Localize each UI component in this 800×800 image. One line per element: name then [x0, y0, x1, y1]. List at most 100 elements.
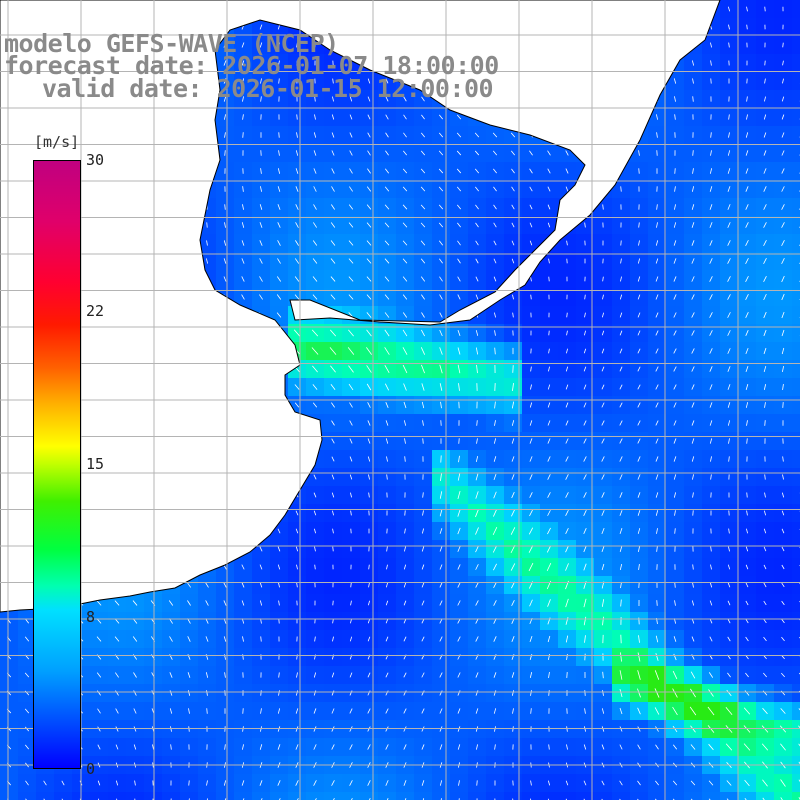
wind-arrow [277, 708, 281, 714]
wind-arrow [61, 798, 63, 800]
field-cell [450, 792, 468, 800]
wind-arrow [691, 402, 695, 408]
wind-arrow [565, 384, 569, 390]
wind-arrow [439, 329, 443, 337]
wind-arrow [458, 780, 460, 786]
wind-arrow [312, 258, 318, 264]
wind-arrow [223, 582, 227, 588]
field-cell [792, 72, 800, 90]
wind-arrow [638, 240, 640, 246]
wind-arrow [709, 636, 713, 642]
wind-arrow [529, 150, 533, 156]
wind-arrow [114, 600, 120, 606]
wind-arrow [673, 258, 677, 264]
wind-arrow [601, 384, 605, 390]
wind-arrow [727, 384, 731, 390]
colorbar-label-8: 8 [86, 608, 96, 626]
wind-arrow [638, 635, 640, 643]
wind-arrow [565, 563, 569, 571]
wind-arrow [692, 492, 694, 498]
wind-arrow [313, 222, 317, 228]
wind-arrow [673, 240, 677, 246]
wind-arrow [529, 240, 533, 246]
wind-arrow [763, 600, 767, 606]
wind-arrow [276, 294, 282, 300]
wind-arrow [529, 222, 533, 228]
wind-arrow [511, 474, 515, 480]
wind-arrow [475, 240, 479, 246]
field-cell [792, 702, 800, 720]
wind-arrow [565, 186, 569, 192]
field-cell [792, 306, 800, 324]
field-cell [594, 792, 612, 800]
wind-arrow [295, 744, 299, 750]
wind-arrow [619, 670, 623, 680]
wind-arrow [421, 114, 425, 120]
wind-arrow [475, 672, 479, 678]
wind-arrow [348, 240, 354, 246]
field-cell [792, 54, 800, 72]
wind-arrow [548, 672, 550, 678]
wind-arrow [638, 546, 640, 552]
wind-arrow [762, 797, 765, 800]
wind-arrow [439, 276, 443, 282]
field-cell [90, 792, 108, 800]
field-cell [0, 792, 18, 800]
wind-arrow [331, 114, 335, 120]
wind-arrow [673, 222, 677, 228]
colorbar-label-22: 22 [86, 302, 105, 320]
wind-arrow [439, 258, 443, 264]
wind-arrow [278, 582, 280, 588]
wind-arrow [133, 744, 137, 750]
wind-arrow [781, 582, 785, 588]
wind-arrow [547, 798, 550, 800]
wind-arrow [402, 204, 408, 210]
field-cell [486, 792, 504, 800]
wind-arrow [709, 258, 713, 264]
wind-arrow [295, 168, 299, 174]
wind-arrow [97, 744, 101, 750]
field-cell [270, 792, 288, 800]
wind-arrow [332, 96, 334, 102]
wind-arrow [529, 168, 533, 174]
wind-arrow [763, 546, 767, 552]
wind-arrow [278, 42, 280, 48]
wind-arrow [674, 96, 676, 102]
wind-arrow [656, 546, 658, 552]
field-cell [792, 288, 800, 306]
wind-arrow [763, 672, 767, 678]
wind-arrow [548, 348, 550, 354]
wind-arrow [619, 384, 623, 390]
wind-arrow [530, 276, 532, 282]
wind-arrow [547, 510, 551, 516]
wind-arrow [709, 438, 713, 444]
wind-arrow [403, 690, 407, 696]
wind-arrow [295, 708, 299, 714]
wind-arrow [295, 150, 299, 156]
wind-arrow [97, 780, 101, 786]
wind-arrow [762, 779, 768, 787]
wind-arrow [547, 438, 551, 444]
wind-arrow [619, 492, 623, 498]
wind-arrow [223, 258, 227, 264]
wind-arrow [494, 330, 496, 336]
wind-arrow [295, 222, 299, 228]
wind-arrow [278, 150, 280, 156]
wind-arrow [475, 508, 479, 518]
wind-arrow [385, 690, 389, 696]
wind-arrow [656, 204, 658, 210]
wind-arrow [366, 204, 372, 210]
wind-arrow [367, 672, 371, 678]
wind-arrow [330, 222, 336, 228]
wind-arrow [421, 690, 425, 696]
wind-arrow [493, 222, 497, 228]
wind-arrow [566, 348, 568, 354]
wind-arrow [745, 348, 749, 354]
wind-arrow [330, 294, 336, 300]
wind-arrow [402, 312, 408, 318]
wind-arrow [348, 365, 354, 373]
wind-arrow [745, 132, 749, 138]
wind-arrow [457, 258, 461, 264]
wind-arrow [259, 276, 263, 282]
